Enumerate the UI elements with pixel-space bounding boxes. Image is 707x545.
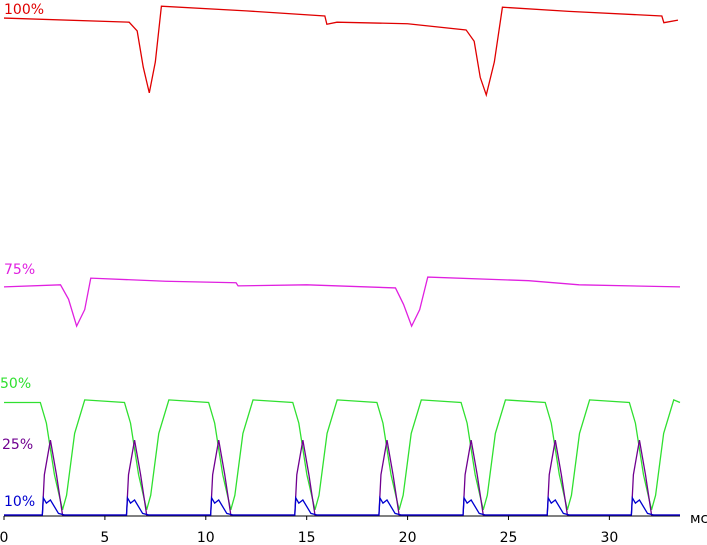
series-line	[4, 440, 680, 516]
series-line	[4, 495, 680, 516]
x-tick-label: 25	[500, 530, 518, 545]
series-label: 100%	[4, 2, 44, 18]
series-line	[4, 399, 681, 510]
series-label: 25%	[2, 437, 33, 453]
series-label: 10%	[4, 494, 35, 510]
x-tick-label: 30	[600, 530, 618, 545]
x-tick-label: 20	[399, 530, 417, 545]
x-axis-label: мс	[690, 511, 707, 527]
series-label: 75%	[4, 262, 35, 278]
series-line	[3, 5, 679, 98]
x-tick-label: 0	[0, 530, 8, 545]
x-tick-label: 15	[298, 530, 316, 545]
x-tick-label: 10	[197, 530, 215, 545]
x-tick-label: 5	[100, 530, 109, 545]
series-line	[3, 276, 681, 328]
series-label: 50%	[0, 376, 31, 392]
